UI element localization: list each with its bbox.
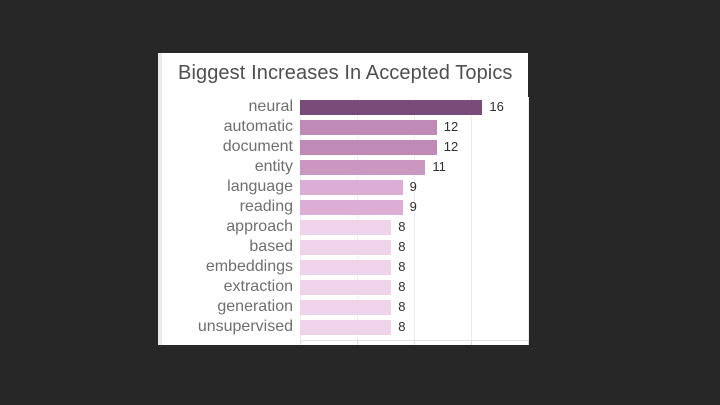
value-label-reading: 9 (409, 199, 417, 214)
axis-tick-5 (357, 340, 358, 345)
chart-row-document: document 12 (162, 137, 528, 157)
category-label-embeddings: embeddings (205, 258, 293, 275)
value-label-embeddings: 8 (398, 259, 406, 274)
bar-zone-automatic: 12 (300, 117, 528, 137)
category-label-neural: neural (248, 98, 293, 115)
bar-zone-embeddings: 8 (300, 257, 528, 277)
category-label-language: language (227, 178, 293, 195)
category-label-entity: entity (254, 158, 293, 175)
bar-zone-language: 9 (300, 177, 528, 197)
chart-row-language: language 9 (162, 177, 528, 197)
category-label-document: document (222, 138, 293, 155)
bar-zone-unsupervised: 8 (300, 317, 528, 337)
category-label-generation: generation (217, 298, 293, 315)
chart-row-unsupervised: unsupervised 8 (162, 317, 528, 337)
chart-row-extraction: extraction 8 (162, 277, 528, 297)
gridline-10 (413, 97, 415, 340)
category-label-extraction: extraction (223, 278, 293, 295)
chart-row-automatic: automatic 12 (162, 117, 528, 137)
bar-language[interactable] (300, 179, 403, 195)
chart-row-approach: approach 8 (162, 217, 528, 237)
bar-zone-reading: 9 (300, 197, 528, 217)
axis-tick-15 (471, 340, 472, 345)
bar-zone-extraction: 8 (300, 277, 528, 297)
bar-unsupervised[interactable] (300, 319, 392, 335)
bar-reading[interactable] (300, 199, 403, 215)
value-label-language: 9 (409, 179, 417, 194)
gridline-20 (527, 97, 529, 340)
bar-zone-generation: 8 (300, 297, 528, 317)
category-label-based: based (249, 238, 293, 255)
value-label-automatic: 12 (443, 119, 459, 134)
gridline-15 (470, 97, 472, 340)
bar-zone-based: 8 (300, 237, 528, 257)
chart-row-generation: generation 8 (162, 297, 528, 317)
bar-approach[interactable] (300, 219, 392, 235)
chart-title: Biggest Increases In Accepted Topics (178, 62, 513, 84)
category-label-automatic: automatic (223, 118, 293, 135)
bar-embeddings[interactable] (300, 259, 392, 275)
bar-rows-container: neural 16 automatic 12 document 12 entity 11 lan… (162, 97, 528, 337)
value-label-document: 12 (443, 139, 459, 154)
bar-zone-document: 12 (300, 137, 528, 157)
chart-row-reading: reading 9 (162, 197, 528, 217)
axis-tick-20 (528, 340, 529, 345)
category-label-unsupervised: unsupervised (197, 318, 293, 335)
bar-automatic[interactable] (300, 119, 437, 135)
gridline-0 (299, 97, 301, 340)
bar-based[interactable] (300, 239, 392, 255)
bar-generation[interactable] (300, 299, 392, 315)
chart-row-neural: neural 16 (162, 97, 528, 117)
bar-zone-entity: 11 (300, 157, 528, 177)
bar-entity[interactable] (300, 159, 426, 175)
value-label-unsupervised: 8 (398, 319, 406, 334)
value-label-approach: 8 (398, 219, 406, 234)
value-label-entity: 11 (432, 159, 446, 174)
chart-row-based: based 8 (162, 237, 528, 257)
axis-tick-10 (414, 340, 415, 345)
chart-card: Biggest Increases In Accepted Topics neu… (158, 53, 529, 345)
value-label-generation: 8 (398, 299, 406, 314)
bar-neural[interactable] (300, 99, 483, 115)
value-label-neural: 16 (489, 99, 504, 114)
bar-extraction[interactable] (300, 279, 392, 295)
axis-tick-0 (300, 340, 301, 345)
gridline-5 (356, 97, 358, 340)
plot-gridlines (299, 97, 529, 340)
bar-zone-neural: 16 (300, 97, 528, 117)
chart-row-embeddings: embeddings 8 (162, 257, 528, 277)
bar-document[interactable] (300, 139, 437, 155)
chart-row-entity: entity 11 (162, 157, 528, 177)
bar-zone-approach: 8 (300, 217, 528, 237)
value-label-based: 8 (398, 239, 406, 254)
category-label-reading: reading (239, 198, 293, 215)
category-label-approach: approach (226, 218, 293, 235)
value-label-extraction: 8 (398, 279, 406, 294)
